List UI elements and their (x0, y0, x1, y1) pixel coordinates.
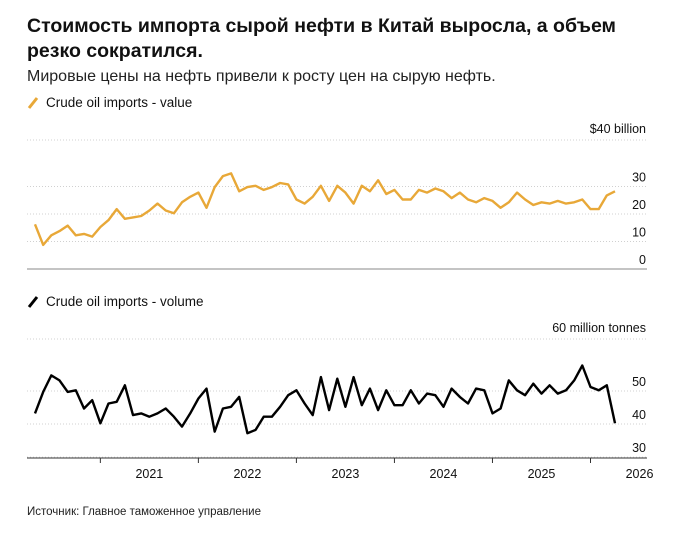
chart-subtitle: Мировые цены на нефть привели к росту це… (27, 68, 496, 85)
x-tick-label-2022: 2022 (233, 467, 261, 481)
x-tick-label-2021: 2021 (135, 467, 163, 481)
legend-volume: Crude oil imports - volume (27, 294, 204, 309)
x-tick-label-2026: 2026 (626, 467, 654, 481)
y-unit-label-volume: 60 million tonnes (552, 321, 646, 335)
legend-value-label: Crude oil imports - value (46, 95, 193, 110)
series-line-value (33, 172, 616, 247)
y-tick-label-value-10: 10 (632, 226, 646, 240)
y-tick-label-value-20: 20 (632, 198, 646, 212)
y-unit-label-value: $40 billion (590, 122, 646, 136)
legend-volume-label: Crude oil imports - volume (46, 294, 204, 309)
x-tick-label-2023: 2023 (332, 467, 360, 481)
x-tick-label-2025: 2025 (528, 467, 556, 481)
legend-value-swatch-icon (27, 96, 39, 109)
x-tick-label-2024: 2024 (430, 467, 458, 481)
chart-title: Стоимость импорта сырой нефти в Китай вы… (27, 15, 616, 62)
y-tick-label-value-0: 0 (639, 253, 646, 267)
source-note: Источник: Главное таможенное управление (27, 506, 261, 518)
legend-value: Crude oil imports - value (27, 95, 192, 110)
series-line-volume (33, 364, 617, 435)
y-tick-label-volume-50: 50 (632, 375, 646, 389)
y-tick-label-value-30: 30 (632, 171, 646, 185)
legend-volume-swatch-icon (27, 295, 39, 308)
y-tick-label-volume-40: 40 (632, 408, 646, 422)
y-tick-label-volume-30: 30 (632, 441, 646, 455)
